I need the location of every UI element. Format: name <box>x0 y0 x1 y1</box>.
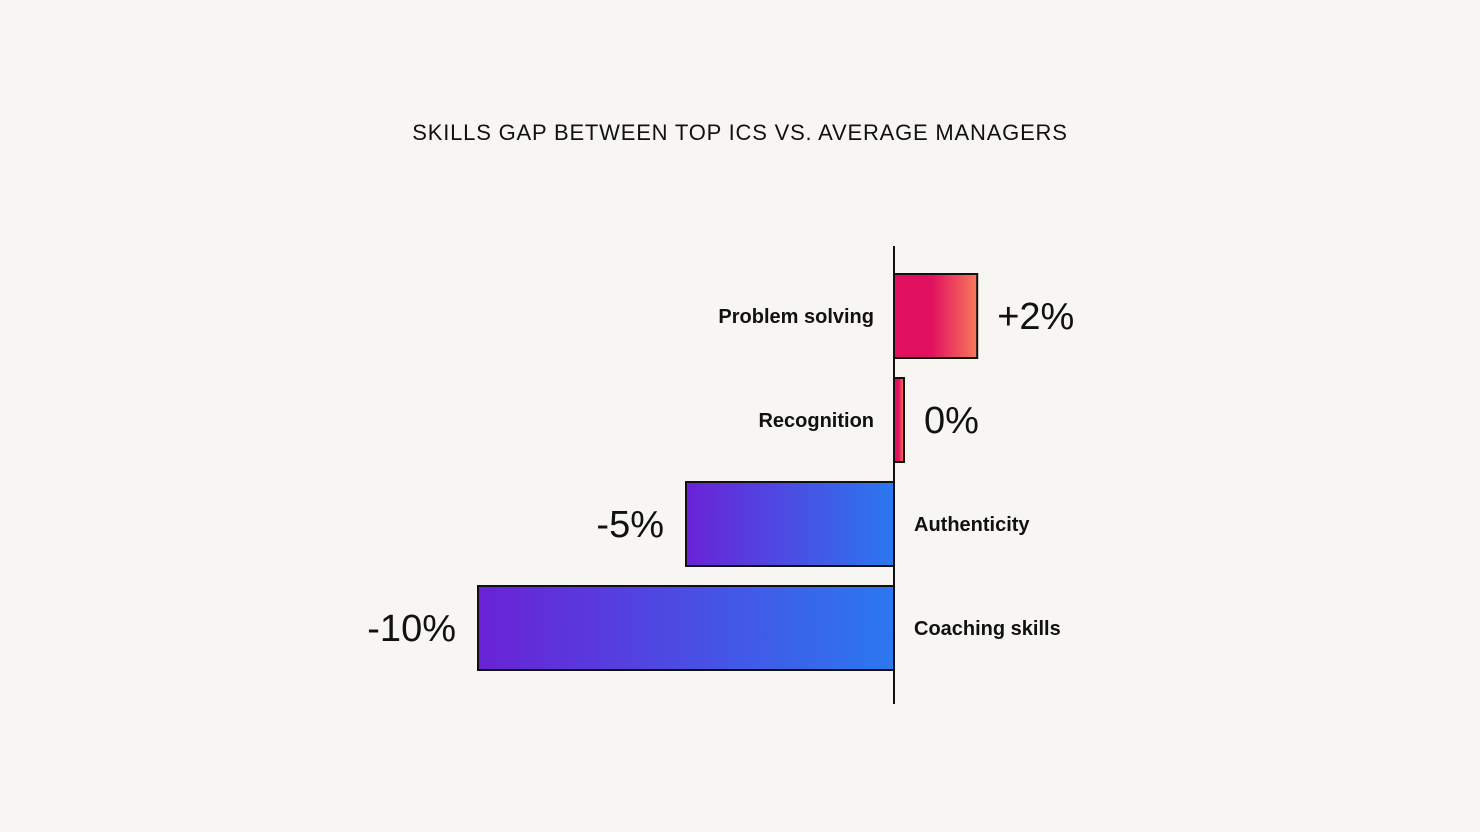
value-label-coaching-skills: -10% <box>367 608 456 650</box>
value-label-problem-solving: +2% <box>997 296 1074 338</box>
bar-authenticity <box>685 481 895 567</box>
category-label-recognition: Recognition <box>758 410 874 432</box>
category-label-authenticity: Authenticity <box>914 514 1030 536</box>
category-label-problem-solving: Problem solving <box>718 306 874 328</box>
bar-recognition <box>893 377 905 463</box>
value-label-authenticity: -5% <box>596 504 664 546</box>
category-label-coaching-skills: Coaching skills <box>914 618 1061 640</box>
chart-title: SKILLS GAP BETWEEN TOP ICS VS. AVERAGE M… <box>412 120 1068 145</box>
bar-problem-solving <box>893 273 979 359</box>
bar-coaching-skills <box>477 585 895 671</box>
value-label-recognition: 0% <box>924 400 979 442</box>
